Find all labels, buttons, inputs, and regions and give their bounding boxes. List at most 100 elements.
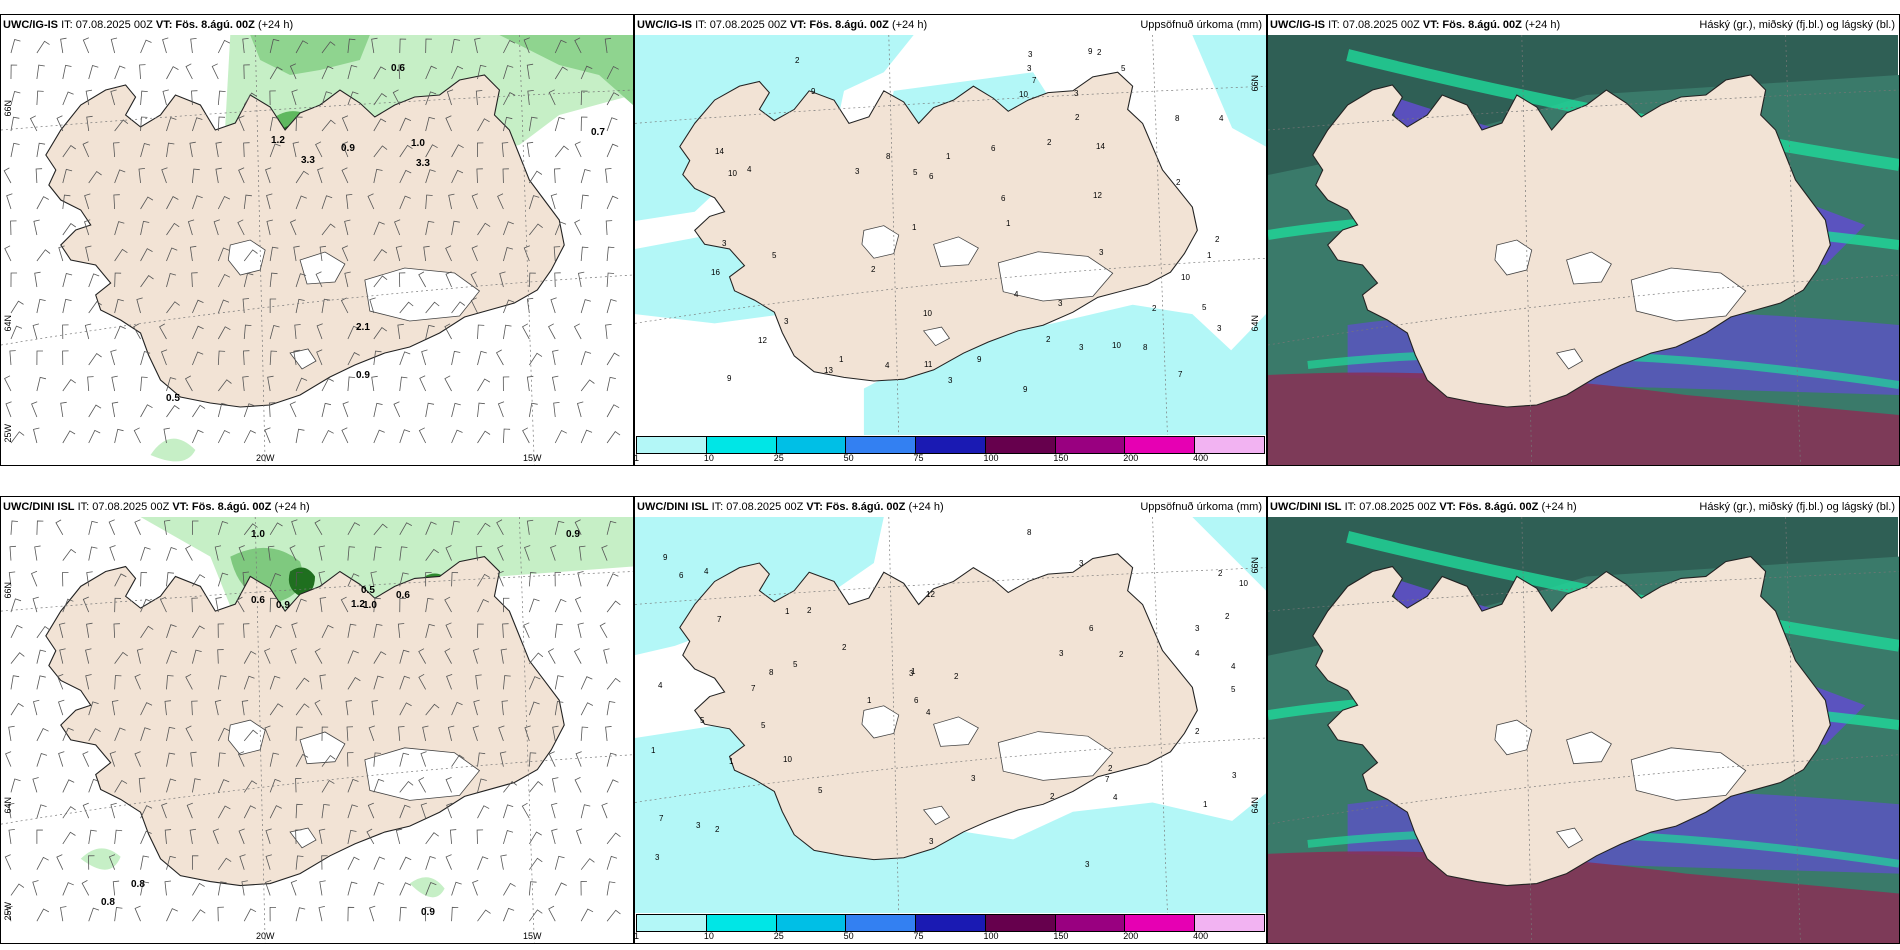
- wind-barb: [451, 301, 466, 314]
- wind-barb: [267, 375, 274, 392]
- wind-barb: [84, 193, 91, 210]
- wind-barb: [502, 376, 510, 392]
- wind-barb: [554, 701, 564, 716]
- wind-value-label: 0.8: [101, 897, 115, 908]
- precip-value-label: 14: [1096, 142, 1105, 151]
- wind-barb: [418, 427, 427, 444]
- glacier-outline: [933, 236, 979, 268]
- wind-barb: [217, 379, 232, 392]
- precip-value-label: 3: [1099, 248, 1104, 257]
- wind-barb: [243, 64, 250, 80]
- precip-value-label: 2: [871, 265, 876, 274]
- precip-value-label: 4: [658, 681, 663, 690]
- wind-barb: [399, 38, 407, 54]
- wind-barb: [529, 781, 544, 793]
- map-area: [1, 35, 633, 465]
- wind-barb: [36, 196, 49, 210]
- wind-barb: [425, 521, 437, 535]
- precip-value-label: 5: [913, 168, 918, 177]
- wind-barb: [503, 780, 518, 793]
- wind-barb: [418, 648, 427, 664]
- wind-barb: [33, 219, 40, 236]
- precip-value-label: 3: [1079, 343, 1084, 352]
- wind-barb: [34, 271, 41, 288]
- wind-barb: [243, 272, 254, 288]
- wind-barb: [425, 144, 438, 158]
- panel-header: UWC/DINI ISL IT: 07.08.2025 00Z VT: Fös.…: [1, 497, 633, 517]
- wind-barb: [85, 674, 92, 690]
- wind-barb: [601, 802, 608, 819]
- wind-barb: [114, 675, 122, 690]
- wind-barb: [399, 429, 411, 444]
- valid-time-label: VT:: [1422, 19, 1440, 31]
- wind-barb: [114, 906, 123, 922]
- colorbar: 1 10 25 50 75 100 150 200 400: [635, 436, 1265, 464]
- wind-barb: [166, 855, 176, 870]
- wind-barb: [497, 545, 504, 561]
- wind-barb: [159, 323, 167, 340]
- wind-barb: [347, 573, 360, 587]
- wind-barb: [269, 522, 283, 536]
- wind-barb: [606, 352, 620, 366]
- wind-barb: [393, 401, 401, 418]
- precip-value-label: 13: [824, 366, 833, 375]
- wind-barb: [6, 905, 13, 922]
- wind-barb: [554, 598, 567, 613]
- wind-barb: [88, 273, 100, 288]
- wind-barb: [36, 142, 46, 158]
- wind-barb: [217, 326, 231, 340]
- wind-barb: [574, 219, 582, 236]
- wind-barb: [166, 66, 179, 80]
- wind-barb: [140, 727, 151, 742]
- wind-barb: [291, 622, 298, 638]
- wind-barb: [319, 245, 327, 262]
- wind-barb: [503, 221, 514, 236]
- valid-time-label: VT:: [806, 501, 823, 513]
- wind-barb: [321, 119, 336, 132]
- wind-barb: [109, 751, 116, 767]
- wind-barb: [470, 297, 478, 314]
- precip-value-label: 2: [1215, 235, 1220, 244]
- precip-value-label: 9: [1088, 47, 1093, 56]
- wind-barb: [399, 752, 410, 767]
- wind-barb: [56, 115, 64, 132]
- wind-barb: [190, 38, 197, 54]
- precip-value-label: 10: [1019, 90, 1028, 99]
- precip-value-label: 3: [1074, 89, 1079, 98]
- wind-barb: [321, 624, 334, 639]
- glacier-outline: [1566, 731, 1612, 765]
- wind-barb: [399, 144, 413, 158]
- wind-barb: [187, 219, 195, 236]
- wind-barb: [264, 427, 271, 444]
- wind-barb: [166, 222, 180, 236]
- wind-barb: [140, 404, 153, 418]
- wind-barb: [215, 141, 222, 158]
- wind-barb: [62, 831, 76, 845]
- wind-barb: [497, 193, 504, 210]
- precip-value-label: 3: [1058, 299, 1063, 308]
- high-cloud-area: [1268, 372, 1899, 465]
- wind-barb: [477, 222, 491, 236]
- wind-barb: [399, 882, 412, 896]
- wind-barb: [550, 545, 557, 561]
- wind-barb: [373, 752, 382, 767]
- wind-barb: [345, 194, 353, 210]
- wind-barb: [215, 167, 222, 184]
- precip-value-label: 4: [1113, 793, 1118, 802]
- wind-barb: [477, 378, 491, 392]
- wind-barb: [552, 349, 559, 366]
- wind-barb: [606, 752, 617, 767]
- wind-barb: [189, 828, 197, 844]
- field-title: Háský (gr.), miðský (fj.bl.) og lágský (…: [1699, 19, 1895, 31]
- wind-barb: [425, 38, 432, 54]
- wind-barb: [192, 882, 205, 896]
- wind-barb: [425, 623, 435, 638]
- wind-barb: [161, 167, 168, 184]
- wind-barb: [5, 751, 12, 767]
- wind-barb: [289, 401, 297, 418]
- wind-barb: [580, 90, 588, 106]
- wind-barb: [503, 882, 516, 896]
- wind-barb: [191, 855, 199, 870]
- wind-barb: [217, 727, 230, 742]
- colorbar-tick: 1: [634, 931, 640, 941]
